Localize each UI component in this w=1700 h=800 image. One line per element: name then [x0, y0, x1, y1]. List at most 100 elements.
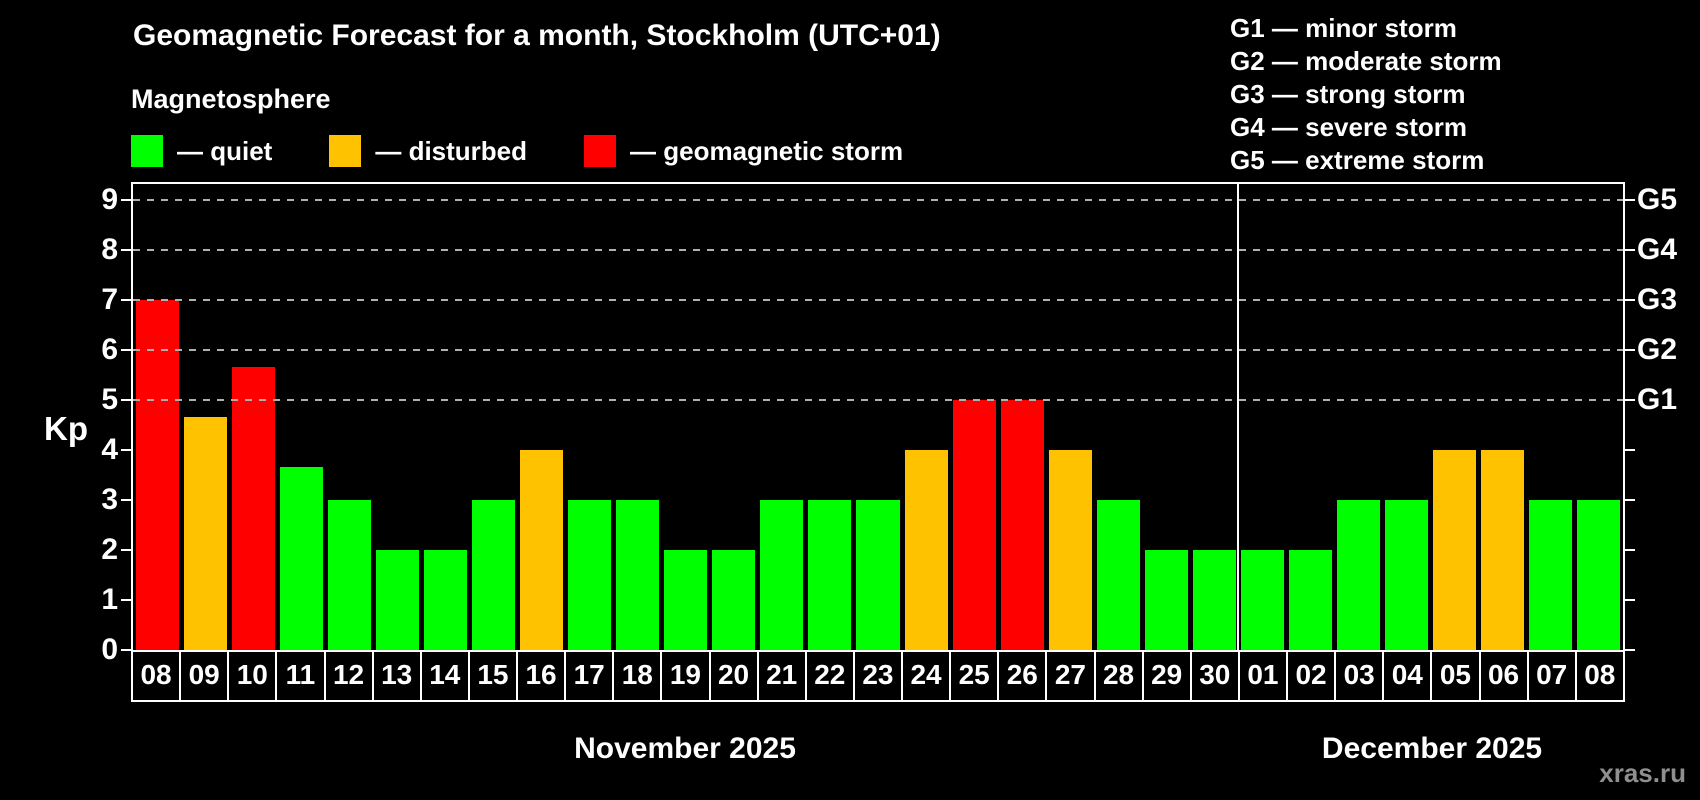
g-scale-item-g1: G1 — minor storm — [1230, 13, 1457, 43]
kp-bar-disturbed — [1048, 450, 1092, 650]
bar-column-day-03 — [1335, 184, 1383, 650]
g-axis-label-g5: G5 — [1637, 183, 1678, 216]
left-axis-tick-kp0 — [121, 649, 131, 651]
chart-subtitle: Magnetosphere — [131, 84, 331, 114]
left-axis-tick-kp5 — [121, 399, 131, 401]
day-label-nov-09: 09 — [179, 652, 227, 700]
y-axis-tick-label-1: 1 — [101, 583, 118, 616]
day-label-nov-30: 30 — [1189, 652, 1238, 700]
bar-column-day-08 — [1575, 184, 1623, 650]
kp-bar-quiet — [568, 500, 612, 650]
day-label-dec-07: 07 — [1526, 652, 1575, 700]
day-label-nov-23: 23 — [852, 652, 901, 700]
plot-area — [121, 184, 1635, 651]
legend-item-quiet: — quiet — [131, 135, 272, 167]
right-axis-tick-kp9 — [1625, 199, 1635, 201]
bar-column-day-14 — [421, 184, 469, 650]
kp-bar-quiet — [1096, 500, 1140, 650]
day-label-nov-20: 20 — [708, 652, 757, 700]
day-label-nov-21: 21 — [756, 652, 805, 700]
kp-bar-disturbed — [1433, 450, 1477, 650]
bar-column-day-02 — [1287, 184, 1335, 650]
day-label-nov-11: 11 — [275, 652, 323, 700]
right-axis-tick-kp7 — [1625, 299, 1635, 301]
y-axis-tick-label-0: 0 — [101, 633, 118, 666]
right-axis-tick-kp2 — [1625, 549, 1635, 551]
day-label-nov-18: 18 — [612, 652, 660, 700]
day-label-nov-24: 24 — [901, 652, 949, 700]
legend-swatch-disturbed — [329, 135, 362, 167]
bar-column-day-07 — [1527, 184, 1575, 650]
gridline-kp8 — [133, 249, 1623, 251]
bar-column-day-27 — [1046, 184, 1094, 650]
gridline-kp6 — [133, 349, 1623, 351]
kp-bar-quiet — [1240, 550, 1284, 650]
left-axis-tick-kp6 — [121, 349, 131, 351]
day-label-dec-01: 01 — [1237, 652, 1286, 700]
bar-column-day-01 — [1238, 184, 1286, 650]
g-scale-item-g4: G4 — severe storm — [1230, 112, 1468, 142]
kp-bar-quiet — [1577, 500, 1621, 650]
y-axis-title: Kp — [44, 410, 88, 447]
day-label-nov-26: 26 — [997, 652, 1045, 700]
y-axis-tick-label-4: 4 — [101, 433, 118, 466]
kp-bar-storm — [135, 300, 179, 650]
kp-bar-quiet — [760, 500, 804, 650]
bar-column-day-22 — [806, 184, 854, 650]
g-axis-label-g3: G3 — [1637, 283, 1678, 316]
gridline-kp5 — [133, 399, 1623, 401]
day-label-nov-14: 14 — [419, 652, 468, 700]
bars-container — [133, 184, 1623, 650]
kp-bar-quiet — [856, 500, 900, 650]
bar-column-day-25 — [950, 184, 998, 650]
kp-bar-quiet — [712, 550, 756, 650]
kp-bar-quiet — [1144, 550, 1188, 650]
g-axis-label-g4: G4 — [1637, 233, 1678, 266]
y-axis-tick-label-5: 5 — [101, 383, 118, 416]
legend-label-storm: — geomagnetic storm — [630, 135, 904, 166]
right-axis-tick-kp5 — [1625, 399, 1635, 401]
bar-column-day-23 — [854, 184, 902, 650]
day-label-dec-06: 06 — [1478, 652, 1527, 700]
left-axis-tick-kp8 — [121, 249, 131, 251]
bar-column-day-12 — [325, 184, 373, 650]
day-label-dec-08: 08 — [1574, 652, 1623, 700]
bar-column-day-08 — [133, 184, 181, 650]
kp-bar-quiet — [664, 550, 708, 650]
right-axis-tick-kp0 — [1625, 649, 1635, 651]
kp-bar-quiet — [327, 500, 371, 650]
kp-bar-quiet — [616, 500, 660, 650]
y-axis-tick-label-3: 3 — [101, 483, 118, 516]
kp-bar-disturbed — [520, 450, 564, 650]
gridline-kp7 — [133, 299, 1623, 301]
watermark: xras.ru — [1599, 758, 1686, 788]
day-label-dec-02: 02 — [1286, 652, 1334, 700]
kp-bar-storm — [1000, 400, 1044, 650]
bar-column-day-18 — [614, 184, 662, 650]
bar-column-day-21 — [758, 184, 806, 650]
legend-swatch-storm — [584, 135, 617, 167]
kp-bar-storm — [231, 366, 275, 650]
bar-column-day-16 — [518, 184, 566, 650]
kp-bar-quiet — [808, 500, 852, 650]
left-axis-tick-kp3 — [121, 499, 131, 501]
day-label-nov-29: 29 — [1141, 652, 1190, 700]
day-label-nov-15: 15 — [467, 652, 516, 700]
day-label-nov-19: 19 — [660, 652, 708, 700]
month-separator-line — [1237, 184, 1240, 650]
y-axis-tick-label-6: 6 — [101, 333, 118, 366]
plot-frame — [121, 182, 1635, 651]
g-axis-label-g1: G1 — [1637, 383, 1678, 416]
day-label-nov-27: 27 — [1045, 652, 1093, 700]
left-axis-tick-kp2 — [121, 549, 131, 551]
bar-column-day-20 — [710, 184, 758, 650]
bar-column-day-13 — [373, 184, 421, 650]
kp-bar-quiet — [471, 500, 515, 650]
g-scale-item-g3: G3 — strong storm — [1230, 79, 1466, 109]
legend-label-disturbed: — disturbed — [375, 135, 528, 166]
day-label-nov-12: 12 — [323, 652, 372, 700]
kp-bar-disturbed — [1481, 450, 1525, 650]
legend-label-quiet: — quiet — [177, 135, 273, 166]
kp-bar-storm — [952, 400, 996, 650]
bar-column-day-24 — [902, 184, 950, 650]
